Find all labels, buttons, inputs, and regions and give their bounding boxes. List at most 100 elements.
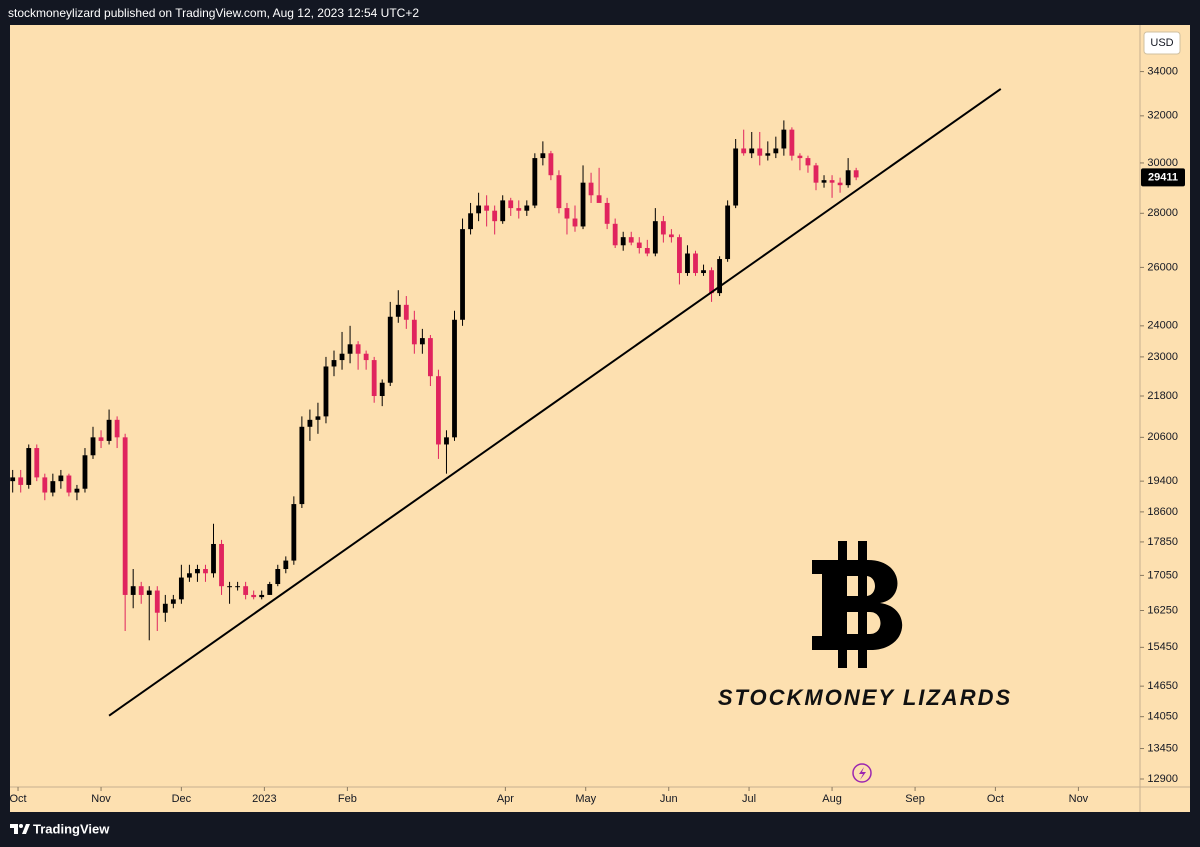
candle bbox=[452, 310, 457, 441]
y-tick-label: 34000 bbox=[1147, 65, 1178, 77]
candle bbox=[524, 200, 530, 216]
candle bbox=[644, 239, 650, 257]
candle-body bbox=[419, 338, 425, 345]
y-tick-label: 12900 bbox=[1147, 773, 1178, 785]
candle-body bbox=[66, 475, 72, 493]
candle bbox=[379, 379, 385, 407]
currency-box[interactable] bbox=[1143, 31, 1181, 55]
candle-body bbox=[628, 237, 634, 243]
candle bbox=[821, 175, 827, 188]
candle bbox=[195, 564, 200, 582]
candle bbox=[178, 564, 184, 604]
candle bbox=[508, 197, 514, 216]
candle bbox=[749, 131, 755, 159]
candle-body bbox=[403, 304, 409, 320]
candle-body bbox=[460, 229, 465, 320]
candle bbox=[805, 155, 811, 173]
y-tick-label: 14050 bbox=[1147, 711, 1178, 723]
candle bbox=[42, 473, 48, 501]
candle bbox=[170, 594, 176, 609]
candle-body bbox=[178, 577, 184, 600]
candle-body bbox=[652, 221, 658, 254]
y-tick-label: 30000 bbox=[1147, 157, 1178, 169]
candle-body bbox=[693, 253, 698, 274]
candle bbox=[259, 590, 265, 600]
y-tick-label: 19400 bbox=[1147, 475, 1178, 487]
candle bbox=[26, 444, 32, 489]
x-tick-label: May bbox=[575, 793, 596, 805]
candle-body bbox=[10, 477, 16, 482]
candle-body bbox=[26, 448, 32, 485]
candle-body bbox=[275, 569, 281, 585]
candle-body bbox=[355, 344, 361, 354]
candle bbox=[757, 131, 763, 166]
candle bbox=[395, 290, 401, 323]
candle-body bbox=[42, 477, 48, 493]
candle-body bbox=[853, 170, 859, 178]
candle-body bbox=[170, 599, 176, 604]
candle-body bbox=[227, 586, 232, 588]
candle bbox=[476, 192, 482, 222]
candle bbox=[106, 409, 112, 445]
candle bbox=[845, 158, 851, 188]
lightning-icon[interactable] bbox=[852, 763, 872, 783]
candle bbox=[620, 231, 626, 251]
candle bbox=[717, 256, 723, 297]
last-price-box bbox=[1141, 168, 1185, 187]
candle-body bbox=[34, 448, 40, 478]
x-tick-label: Sep bbox=[905, 793, 925, 805]
candle-body bbox=[122, 437, 128, 595]
bitcoin-logo bbox=[812, 541, 903, 668]
candle-body bbox=[701, 270, 706, 274]
candle-body bbox=[243, 586, 249, 595]
footer-brand: TradingView bbox=[33, 821, 110, 836]
candle-body bbox=[813, 165, 819, 183]
candle-body bbox=[781, 129, 787, 149]
tradingview-logo bbox=[10, 824, 30, 834]
candle-body bbox=[130, 586, 136, 595]
candle bbox=[725, 200, 731, 262]
candle-body bbox=[612, 223, 618, 246]
candle-body bbox=[203, 569, 208, 574]
y-tick-label: 17850 bbox=[1147, 536, 1178, 548]
candle bbox=[50, 473, 56, 497]
candle bbox=[74, 484, 80, 501]
candle-body bbox=[757, 148, 763, 156]
candle-body bbox=[548, 153, 554, 176]
candle-body bbox=[90, 437, 96, 456]
candle-body bbox=[154, 590, 160, 613]
candle bbox=[10, 469, 16, 493]
candle bbox=[299, 416, 305, 508]
x-tick-label: Nov bbox=[1069, 793, 1089, 805]
candle-body bbox=[580, 182, 586, 227]
candle-body bbox=[82, 455, 88, 489]
candle-body bbox=[516, 208, 522, 211]
header-text: stockmoneylizard published on TradingVie… bbox=[8, 6, 419, 20]
candle bbox=[154, 586, 160, 631]
candle-body bbox=[484, 205, 490, 211]
candle-body bbox=[291, 504, 297, 561]
candle-body bbox=[677, 237, 682, 274]
candle bbox=[162, 594, 168, 622]
candle-body bbox=[283, 560, 289, 570]
x-tick-label: Nov bbox=[91, 793, 111, 805]
candle bbox=[363, 350, 369, 370]
candle-body bbox=[427, 338, 433, 377]
candle-body bbox=[162, 603, 168, 613]
candle bbox=[693, 250, 698, 276]
y-tick-label: 18600 bbox=[1147, 506, 1178, 518]
candle-body bbox=[186, 573, 192, 578]
plot-background bbox=[10, 25, 1190, 812]
candle-body bbox=[476, 205, 482, 214]
candle-body bbox=[508, 200, 514, 209]
candle-body bbox=[379, 382, 385, 397]
candle-body bbox=[644, 248, 650, 254]
candle bbox=[484, 195, 490, 227]
candle bbox=[114, 416, 120, 449]
candle-body bbox=[363, 353, 369, 361]
y-tick-label: 21800 bbox=[1147, 390, 1178, 402]
candle bbox=[347, 325, 353, 364]
plot-area bbox=[10, 88, 1002, 717]
candle bbox=[789, 127, 795, 161]
